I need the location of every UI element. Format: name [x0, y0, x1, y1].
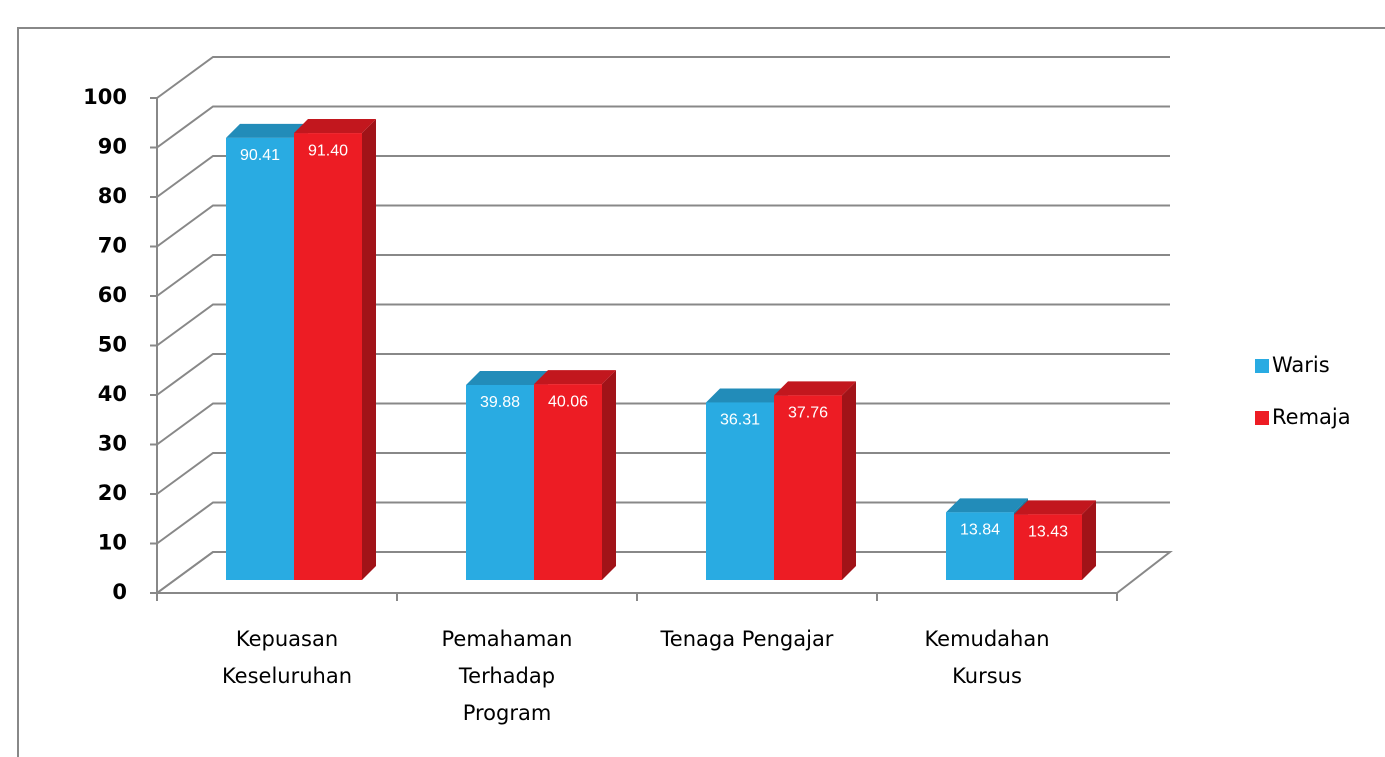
bar-top — [226, 123, 308, 138]
legend-label: Remaja — [1272, 405, 1351, 429]
bar-top — [946, 498, 1028, 513]
data-label: 36.31 — [720, 412, 760, 429]
grid-line — [156, 204, 1170, 248]
grid-line — [156, 303, 1170, 347]
x-tick-label: Kepuasan — [236, 627, 338, 651]
legend-label: Waris — [1272, 353, 1330, 377]
bar-top — [706, 388, 788, 403]
bar-front — [226, 137, 294, 581]
y-tick-label: 90 — [98, 135, 127, 159]
grid-line — [156, 254, 1170, 297]
y-tick-label: 0 — [112, 580, 127, 604]
bar-top — [294, 119, 376, 134]
grid-line — [156, 353, 1170, 396]
bar-front — [466, 384, 534, 580]
y-tick-label: 20 — [98, 481, 127, 505]
bar-front — [1014, 514, 1082, 580]
x-tick-label: Pemahaman — [442, 627, 573, 651]
bar-top — [1014, 500, 1096, 515]
bar-side — [602, 370, 616, 580]
data-label: 37.76 — [788, 405, 828, 422]
x-tick-label: Terhadap — [458, 664, 555, 688]
y-tick-label: 10 — [98, 531, 127, 555]
legend-swatch — [1255, 359, 1269, 373]
data-label: 91.40 — [308, 142, 348, 159]
x-tick-label: Program — [463, 701, 552, 725]
chart-frame — [17, 27, 1385, 757]
grid-line — [156, 155, 1170, 198]
bar — [1014, 500, 1096, 580]
x-tick-label: Kursus — [952, 664, 1022, 688]
data-label: 13.84 — [960, 522, 1000, 539]
bar-front — [774, 395, 842, 580]
bar-front — [706, 402, 774, 580]
x-tick-label: Kemudahan — [924, 627, 1049, 651]
y-tick-label: 100 — [83, 85, 127, 109]
y-tick-label: 50 — [98, 333, 127, 357]
bar-front — [946, 512, 1014, 580]
bar-top — [534, 370, 616, 385]
bar-top — [466, 370, 548, 385]
bar-front — [294, 133, 362, 580]
data-label: 13.43 — [1028, 524, 1068, 541]
y-tick-label: 80 — [98, 184, 127, 208]
grid-line — [156, 105, 1170, 149]
data-label: 90.41 — [240, 147, 280, 164]
y-tick-label: 70 — [98, 234, 127, 258]
bar-side — [1082, 500, 1096, 580]
bar-side — [842, 381, 856, 580]
y-tick-label: 30 — [98, 432, 127, 456]
grid-line — [156, 56, 1170, 99]
y-tick-label: 60 — [98, 283, 127, 307]
bar — [294, 119, 376, 580]
x-tick-label: Keseluruhan — [222, 664, 352, 688]
x-tick-label: Tenaga Pengajar — [660, 627, 834, 651]
data-label: 40.06 — [548, 393, 588, 410]
bar-side — [362, 119, 376, 580]
bar — [774, 381, 856, 580]
y-tick-label: 40 — [98, 382, 127, 406]
bar-front — [534, 384, 602, 580]
data-label: 39.88 — [480, 394, 520, 411]
legend-swatch — [1255, 411, 1269, 425]
bar-top — [774, 381, 856, 396]
bar — [534, 370, 616, 580]
